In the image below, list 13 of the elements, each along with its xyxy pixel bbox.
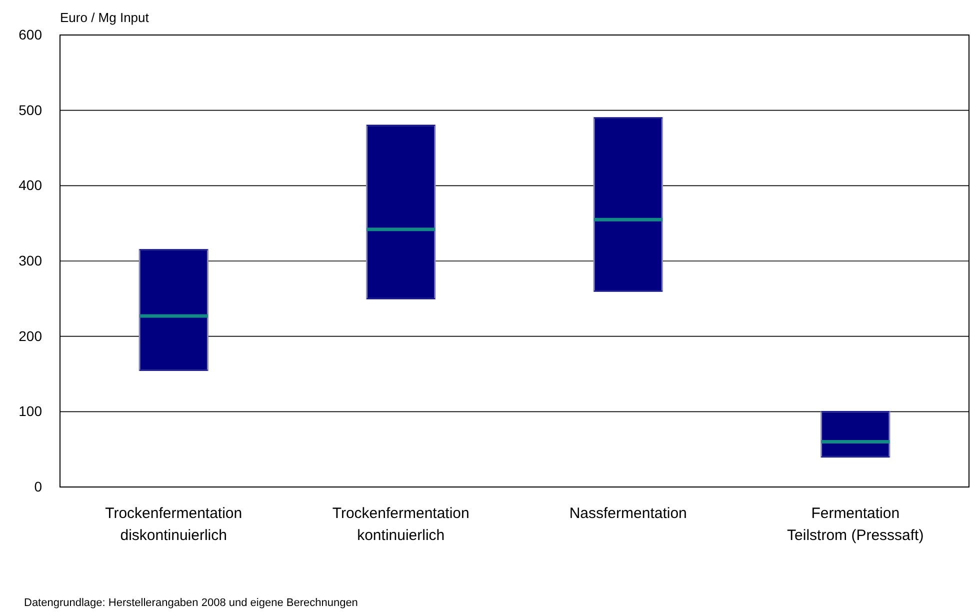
text: Datengrundlage: Herstellerangaben 2008 und eigene Berechnungen bbox=[24, 597, 358, 609]
x-tick-label: Fermentation Teilstrom (Presssaft) bbox=[787, 505, 924, 544]
y-tick-label: 500 bbox=[18, 102, 42, 118]
y-tick-label: 400 bbox=[18, 177, 42, 194]
y-tick-label: 300 bbox=[18, 252, 42, 268]
y-axis-title: Euro / Mg Input bbox=[60, 10, 150, 25]
y-tick-label: 100 bbox=[18, 403, 42, 420]
y-tick-label: 600 bbox=[18, 26, 42, 42]
x-tick-label: Nassfermentation bbox=[569, 505, 687, 522]
y-tick-label: 200 bbox=[18, 328, 42, 344]
y-tick-label: 0 bbox=[34, 478, 42, 494]
x-tick-label: Trockenfermentation diskontinuierlich bbox=[105, 505, 242, 544]
x-tick-label: Trockenfermentation kontinuierlich bbox=[332, 505, 470, 544]
